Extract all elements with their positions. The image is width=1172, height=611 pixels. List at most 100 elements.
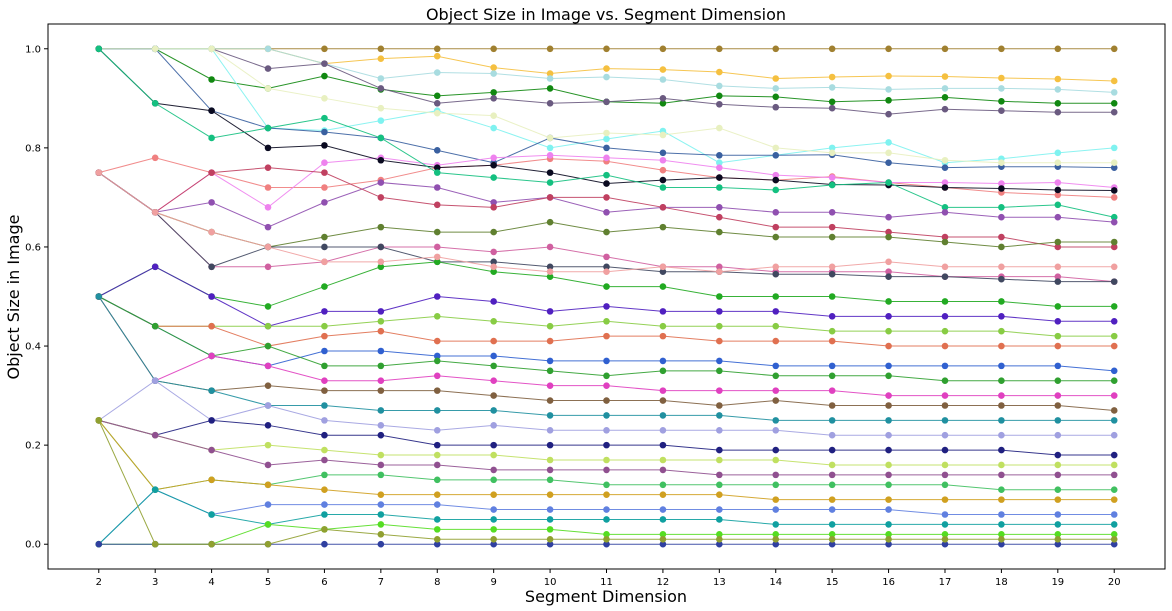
data-point xyxy=(433,491,441,498)
data-point xyxy=(377,179,385,186)
data-point xyxy=(716,367,723,375)
data-point xyxy=(1110,159,1118,167)
data-point xyxy=(321,322,328,330)
data-point xyxy=(716,151,723,159)
data-point xyxy=(941,105,949,113)
data-point xyxy=(941,298,949,305)
data-point xyxy=(885,139,892,146)
data-point xyxy=(603,441,610,449)
data-point xyxy=(546,337,554,345)
data-point xyxy=(321,243,328,251)
data-point xyxy=(1054,186,1062,194)
data-point xyxy=(885,159,892,167)
data-point xyxy=(659,95,667,102)
data-point xyxy=(828,387,836,394)
data-point xyxy=(490,268,497,276)
data-point xyxy=(321,60,328,67)
data-point xyxy=(490,466,497,474)
data-point xyxy=(716,531,723,538)
data-point xyxy=(546,456,554,464)
x-tick-label: 15 xyxy=(826,577,839,588)
data-point xyxy=(716,402,723,409)
data-point xyxy=(264,481,272,489)
data-point xyxy=(716,293,723,300)
data-point xyxy=(828,263,836,271)
data-point xyxy=(264,540,272,548)
data-point xyxy=(321,347,328,355)
data-point xyxy=(433,535,441,543)
data-point xyxy=(490,298,497,305)
data-point xyxy=(659,76,667,83)
data-point xyxy=(828,337,836,345)
data-point xyxy=(208,199,215,206)
data-point xyxy=(828,471,836,479)
x-tick-label: 17 xyxy=(939,577,952,588)
data-point xyxy=(828,233,836,241)
data-point xyxy=(321,258,328,266)
data-point xyxy=(659,131,667,139)
data-point xyxy=(264,144,272,152)
data-point xyxy=(490,154,497,162)
data-point xyxy=(490,377,497,385)
data-point xyxy=(1110,194,1118,201)
data-point xyxy=(208,263,215,271)
data-point xyxy=(377,156,385,164)
data-point xyxy=(1110,486,1118,494)
series-24 xyxy=(95,293,1118,399)
data-point xyxy=(603,228,610,236)
data-point xyxy=(828,481,836,489)
data-point xyxy=(998,85,1005,92)
data-point xyxy=(659,466,667,474)
data-point xyxy=(941,461,949,469)
data-point xyxy=(998,486,1005,494)
data-point xyxy=(321,199,328,206)
data-point xyxy=(659,387,667,394)
data-point xyxy=(941,431,949,439)
data-point xyxy=(941,377,949,385)
data-point xyxy=(941,273,949,280)
data-point xyxy=(1110,431,1118,439)
data-point xyxy=(941,531,949,538)
data-point xyxy=(208,476,215,484)
data-point xyxy=(95,45,103,53)
data-point xyxy=(490,124,497,132)
data-point xyxy=(659,149,667,157)
data-point xyxy=(998,180,1005,187)
data-point xyxy=(208,76,215,83)
data-point xyxy=(885,506,892,513)
data-point xyxy=(659,156,667,164)
data-point xyxy=(603,154,610,162)
x-tick-label: 9 xyxy=(490,577,496,588)
data-point xyxy=(828,104,836,112)
data-point xyxy=(151,540,159,548)
data-point xyxy=(490,422,497,429)
data-point xyxy=(603,73,610,81)
data-point xyxy=(772,75,780,82)
data-point xyxy=(998,471,1005,479)
data-point xyxy=(716,228,723,236)
data-point xyxy=(772,293,780,300)
data-point xyxy=(1110,238,1118,246)
data-point xyxy=(998,402,1005,409)
data-point xyxy=(941,471,949,479)
data-point xyxy=(716,184,723,191)
data-point xyxy=(546,397,554,404)
data-point xyxy=(1054,431,1062,439)
data-point xyxy=(828,496,836,503)
data-point xyxy=(772,322,780,330)
data-point xyxy=(941,73,949,80)
data-point xyxy=(1054,540,1062,548)
data-point xyxy=(490,174,497,181)
data-point xyxy=(377,521,385,528)
series-37 xyxy=(95,417,1118,548)
data-point xyxy=(659,456,667,464)
data-point xyxy=(716,337,723,345)
data-point xyxy=(433,426,441,434)
data-point xyxy=(321,95,328,102)
y-tick-label: 1.0 xyxy=(25,44,41,55)
data-point xyxy=(716,491,723,498)
data-point xyxy=(377,407,385,414)
x-tick-label: 2 xyxy=(96,577,102,588)
data-point xyxy=(264,342,272,350)
data-point xyxy=(603,535,610,543)
